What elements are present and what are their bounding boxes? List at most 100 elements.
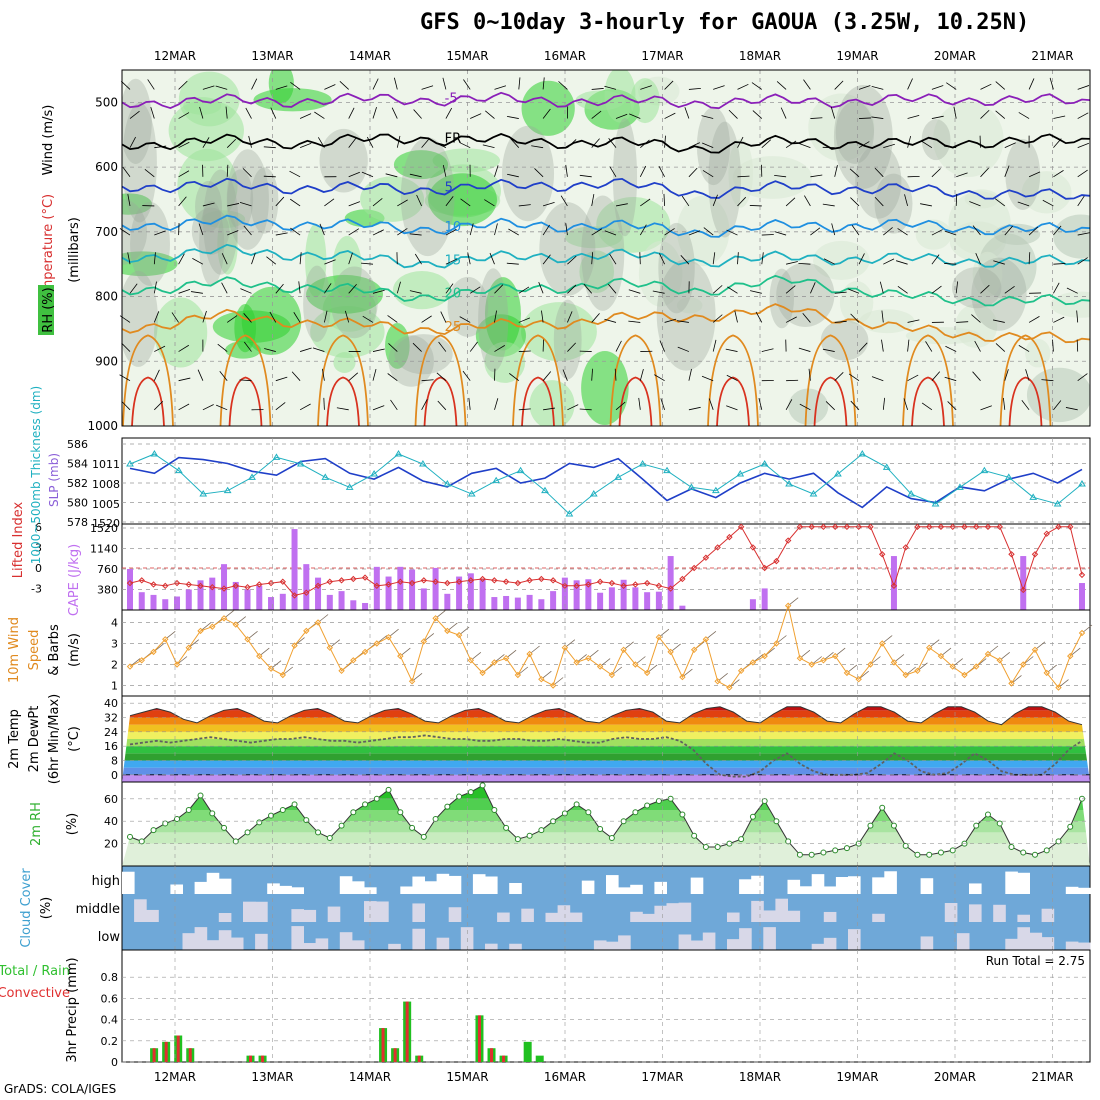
rh-point xyxy=(456,793,463,800)
cloud-cell xyxy=(654,881,667,894)
wind-barb xyxy=(144,169,155,178)
precip-tick-label: 0 xyxy=(111,1056,118,1069)
li-point xyxy=(632,581,639,588)
wind-barb xyxy=(409,290,422,294)
convective-bar xyxy=(176,1035,180,1062)
cape-bar xyxy=(655,591,662,610)
cloud-cell xyxy=(823,911,837,922)
wind-barb xyxy=(275,196,285,207)
wind-barb xyxy=(314,111,325,119)
wind-barb xyxy=(397,228,408,236)
cloud-cell xyxy=(545,912,559,922)
rh-point xyxy=(491,807,498,813)
rh-point xyxy=(338,822,345,829)
thickness-slp-panel: 578 580 582 584 586 1005 1008 1011 1520 xyxy=(67,437,1091,530)
wind-barb xyxy=(202,310,207,323)
rh-point xyxy=(949,847,956,854)
wind-barb xyxy=(518,408,531,411)
wind-barb xyxy=(591,368,593,381)
li-point xyxy=(949,523,956,531)
cloud-cell xyxy=(255,901,268,922)
isotherm-loop xyxy=(707,334,759,427)
cape-bar xyxy=(350,600,357,610)
wind-barb xyxy=(591,313,600,323)
rh-blob xyxy=(933,101,1004,178)
wind-barb xyxy=(956,172,968,178)
rh-point xyxy=(444,803,451,810)
li-point xyxy=(596,578,604,585)
wind-barb xyxy=(897,228,908,236)
wind-barb xyxy=(560,195,568,207)
wind-barb xyxy=(688,87,701,90)
wind-barb xyxy=(810,282,816,294)
cloud-cell xyxy=(690,877,704,894)
rh-point xyxy=(644,802,651,809)
slp-point xyxy=(370,470,378,477)
li-point xyxy=(679,575,686,583)
wind-barb xyxy=(469,286,481,294)
wind-barb xyxy=(881,310,884,323)
rh-blob xyxy=(1021,171,1072,214)
rh-blob xyxy=(392,270,451,310)
rh-point xyxy=(432,815,439,822)
cloud-cell xyxy=(351,881,365,894)
date-tick-label: 15MAR xyxy=(446,1070,488,1084)
rh-point xyxy=(420,833,427,840)
wind-barb xyxy=(372,198,383,207)
wind-barb xyxy=(468,397,471,410)
cloud-cell xyxy=(436,873,450,894)
slp-point xyxy=(1029,493,1038,500)
date-tick-label: 21MAR xyxy=(1031,49,1073,63)
cape-bar xyxy=(197,580,204,610)
wind-barb xyxy=(275,283,284,294)
wind-barb xyxy=(567,342,576,352)
rh-blob xyxy=(303,265,331,342)
wind-barb xyxy=(874,167,884,178)
wind-barb xyxy=(542,371,552,381)
rh-blob xyxy=(833,85,893,189)
wind-barb xyxy=(955,281,959,294)
wind-barb xyxy=(1004,286,1015,294)
cloud-cell xyxy=(1077,942,1091,950)
cloud-cell xyxy=(787,910,801,922)
wind-barb xyxy=(688,230,701,236)
slp-point xyxy=(443,480,452,487)
wind-barb xyxy=(541,310,544,323)
li-point xyxy=(961,523,968,531)
wind-barb xyxy=(543,407,556,411)
wind-barb xyxy=(366,136,374,148)
wind-barb xyxy=(421,85,434,90)
wind-barb xyxy=(1004,165,1010,177)
wind-barb xyxy=(652,290,665,294)
wind-tick-label: 2 xyxy=(111,659,118,672)
wind-barb xyxy=(414,253,422,265)
li-point xyxy=(890,582,898,590)
wind-barb xyxy=(761,252,764,265)
wind-barb xyxy=(776,81,787,90)
wind-tick-label: 4 xyxy=(111,617,118,630)
wind-tick-label: 1 xyxy=(111,680,118,693)
axis-title: (%) xyxy=(65,813,80,836)
li-point xyxy=(878,551,886,558)
temp-band xyxy=(122,774,1090,782)
wind-barb xyxy=(615,203,628,207)
rh-point xyxy=(1055,838,1062,845)
cape-bar xyxy=(644,592,651,610)
wind-barb xyxy=(604,85,617,90)
cloud-cell xyxy=(364,901,377,922)
wind-barb xyxy=(725,348,738,352)
wind-barb xyxy=(245,107,252,119)
rh-point xyxy=(467,789,474,796)
rh-point xyxy=(890,822,897,829)
wind-barb xyxy=(198,223,204,236)
wind-barb xyxy=(460,198,471,207)
rh-blob xyxy=(130,201,171,286)
wind-barb xyxy=(445,196,454,207)
precip-legend-label: Convective xyxy=(0,986,70,1001)
li-point xyxy=(573,582,580,590)
cloud-cell xyxy=(497,912,510,922)
wind-barb xyxy=(823,258,835,265)
convective-bar xyxy=(405,1001,409,1062)
cloud-cell xyxy=(702,932,716,950)
wind-barb xyxy=(484,199,495,207)
